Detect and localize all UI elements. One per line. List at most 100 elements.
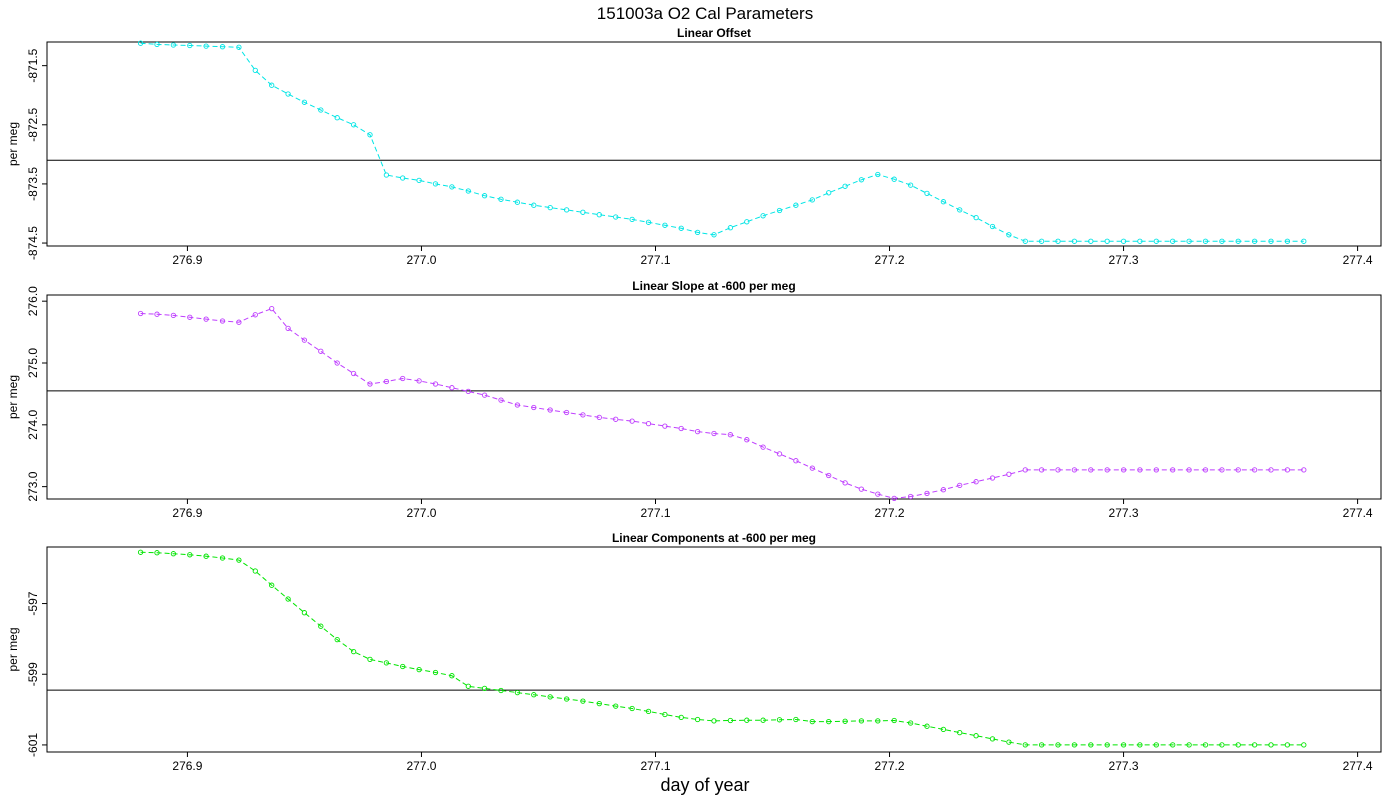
x-tick-label: 277.0 [406,759,436,773]
data-point [154,311,160,317]
data-point [1038,467,1045,473]
data-point [1055,467,1061,473]
data-point [563,207,570,213]
data-point [1268,238,1274,244]
data-point [809,197,815,203]
data-point [416,666,422,673]
data-point [613,214,619,220]
y-tick-label: -601 [26,733,40,757]
data-point [1071,467,1078,473]
data-point [514,402,521,408]
data-point [1088,742,1094,748]
data-point [678,714,684,721]
data-point [350,648,357,655]
data-point [252,312,258,318]
data-point [989,475,996,481]
data-point [580,209,586,215]
y-tick-label: 275.0 [26,348,40,378]
data-point [498,196,504,202]
figure-title: 151003a O2 Cal Parameters [597,4,813,23]
data-point [694,716,701,723]
series-line [140,551,1304,746]
data-point [957,207,963,213]
data-point [187,42,193,49]
data-point [973,733,979,739]
data-point [1137,742,1143,748]
data-point [744,437,750,443]
data-point [367,381,373,387]
data-point [1219,238,1225,244]
data-point [1104,742,1110,748]
data-point [1202,467,1209,473]
data-point [1153,742,1159,748]
x-tick-label: 277.1 [640,759,670,773]
data-point [465,388,471,395]
data-point [301,610,308,616]
panel-2: Linear Slope at -600 per meg per meg 276.9… [6,279,1382,520]
data-point [170,42,177,48]
data-point [1088,238,1094,244]
data-point [285,325,291,332]
data-point [842,480,848,486]
data-point [547,407,553,413]
data-point [1038,238,1045,244]
data-point [334,636,340,643]
x-axis-label: day of year [660,775,749,795]
y-tick-label: -874.5 [26,226,40,260]
data-point [1153,467,1159,473]
data-point [645,420,652,427]
data-point [318,348,324,354]
data-point [219,555,226,561]
data-point [596,414,602,421]
data-point [1301,238,1307,244]
x-tick-label: 276.9 [172,506,202,520]
data-point [1120,238,1127,244]
data-point [531,692,537,698]
data-point [1038,742,1045,748]
x-tick-label: 277.1 [640,506,670,520]
data-point [203,43,209,49]
data-point [416,177,422,184]
data-point [334,115,340,121]
data-point [531,404,537,411]
data-point [1022,467,1028,473]
data-point [187,552,193,558]
x-tick-label: 277.0 [406,253,436,267]
data-point [645,219,652,225]
data-point [809,465,815,471]
data-point [662,711,668,718]
data-point [1186,742,1192,748]
data-point [727,717,734,724]
data-point [891,495,897,502]
data-point [498,397,504,403]
data-point [1071,238,1078,244]
x-tick-label: 277.3 [1109,759,1139,773]
data-point [350,370,357,377]
data-point [334,360,340,366]
data-point [219,44,226,50]
data-point [580,698,586,704]
data-point [400,375,406,382]
data-point [432,669,439,676]
data-point [563,409,570,416]
data-point [694,428,701,435]
data-point [875,171,881,178]
data-point [1235,467,1241,473]
panel-title: Linear Offset [677,26,751,40]
data-point [154,550,160,556]
data-point [269,82,275,88]
data-point [907,182,914,188]
data-point [940,199,947,205]
data-point [940,726,947,733]
data-point [318,107,324,113]
data-point [252,67,258,74]
data-point [760,444,766,450]
data-point [301,337,308,343]
data-point [1055,742,1061,748]
panel-1: Linear Offset per meg 276.9 277.0 277.1 277.2… [6,26,1382,267]
data-point [1268,467,1274,473]
data-point [891,717,897,724]
y-tick-label: -597 [26,591,40,615]
data-point [481,392,488,398]
data-point [449,184,455,190]
